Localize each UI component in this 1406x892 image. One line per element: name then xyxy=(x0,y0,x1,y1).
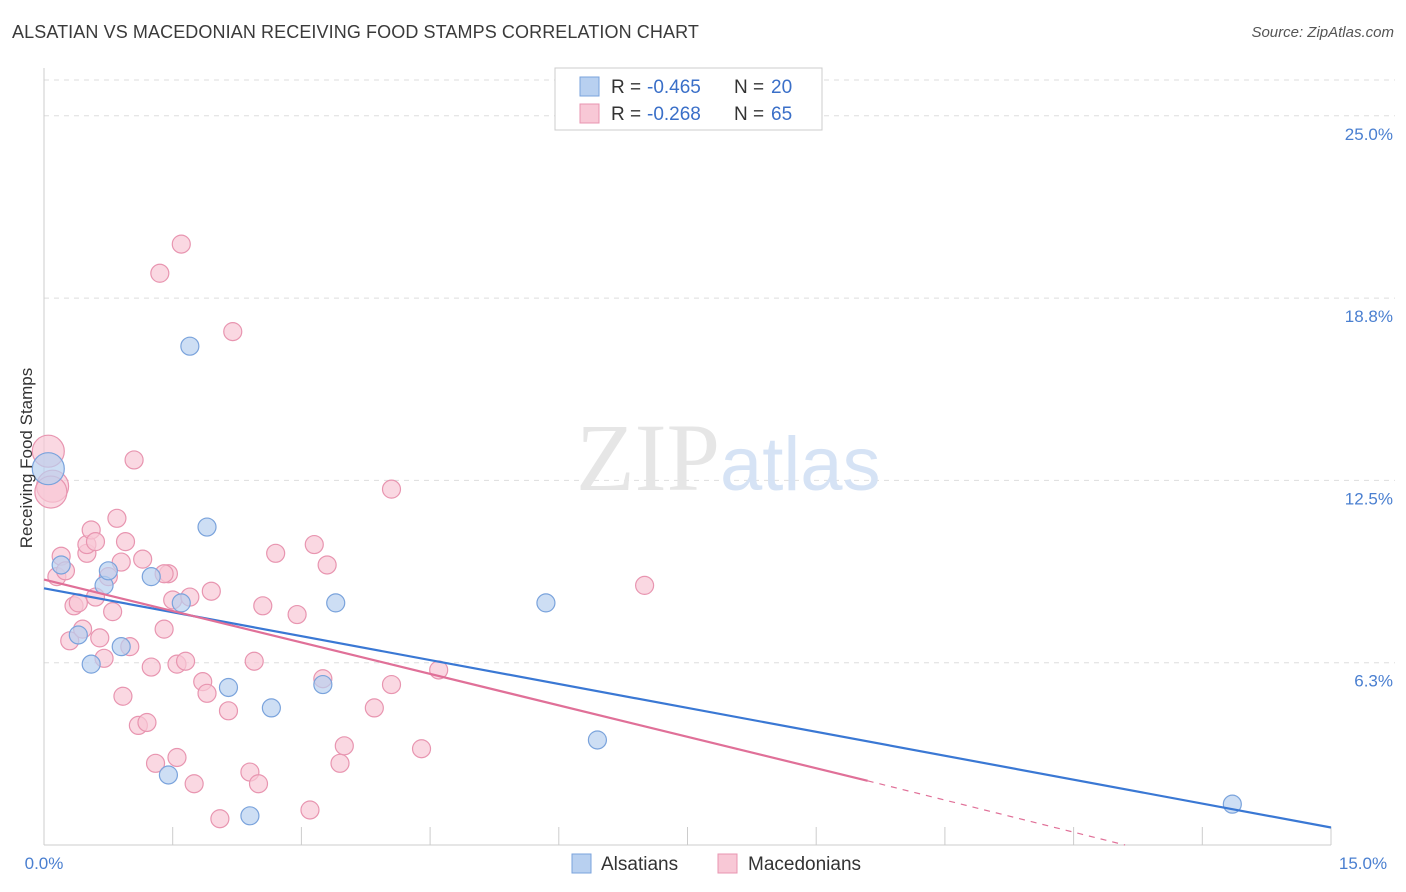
y-tick-label: 25.0% xyxy=(1345,125,1393,144)
macedonian-point xyxy=(253,596,273,616)
macedonian-point xyxy=(115,532,136,552)
macedonian-trend-extension xyxy=(867,780,1126,846)
macedonian-point xyxy=(411,739,432,759)
legend-n-label: N = xyxy=(734,104,764,125)
alsatian-point xyxy=(180,336,200,356)
alsatian-point xyxy=(31,452,65,486)
legend: R = -0.465 N = 20 R = -0.268 N = 65 xyxy=(554,67,823,131)
macedonian-point xyxy=(381,674,402,695)
macedonian-point xyxy=(248,774,269,794)
macedonian-point xyxy=(171,234,191,254)
legend-r-value: -0.268 xyxy=(647,104,701,125)
watermark-zip: ZIP xyxy=(576,404,720,511)
alsatian-point xyxy=(111,637,131,657)
alsatian-point xyxy=(197,517,217,537)
alsatian-point xyxy=(141,567,161,587)
alsatian-point xyxy=(51,555,71,575)
macedonian-point xyxy=(304,534,324,555)
legend-swatch-macedonians xyxy=(579,103,600,124)
macedonian-point xyxy=(334,736,354,756)
macedonian-point xyxy=(133,549,153,569)
tick-labels: 6.3% 12.5% 18.8% 25.0% 0.0% 15.0% xyxy=(25,125,1393,873)
macedonian-point xyxy=(90,628,110,648)
x-tick-label: 0.0% xyxy=(25,854,64,873)
macedonian-point xyxy=(381,479,402,499)
alsatian-point xyxy=(313,674,333,695)
macedonian-point xyxy=(137,712,157,733)
macedonian-point xyxy=(634,575,655,595)
macedonian-point xyxy=(218,701,239,721)
macedonian-point xyxy=(175,651,196,671)
macedonian-point xyxy=(300,800,320,820)
bottom-legend-macedonians: Macedonians xyxy=(748,854,861,875)
macedonian-point xyxy=(287,604,307,625)
alsatian-trend-line xyxy=(43,587,1332,829)
legend-r-label: R = xyxy=(611,104,641,125)
macedonian-point xyxy=(145,753,166,773)
macedonian-point xyxy=(197,683,217,703)
macedonian-point xyxy=(244,651,264,671)
macedonian-point xyxy=(184,774,204,794)
watermark-atlas: atlas xyxy=(720,422,881,507)
macedonian-point xyxy=(124,450,144,470)
alsatian-point xyxy=(81,654,101,674)
macedonian-point xyxy=(113,686,133,706)
alsatian-point xyxy=(218,677,239,698)
alsatian-point xyxy=(68,625,88,645)
y-axis-label: Receiving Food Stamps xyxy=(17,368,36,548)
bottom-legend-alsatians: Alsatians xyxy=(601,854,678,875)
macedonian-point xyxy=(150,263,170,283)
macedonian-point xyxy=(103,602,123,622)
macedonian-point xyxy=(141,657,161,677)
alsatian-point xyxy=(158,765,179,785)
alsatian-point xyxy=(171,593,191,613)
source-label: Source: ZipAtlas.com xyxy=(1251,24,1394,41)
legend-r-value: -0.465 xyxy=(647,77,701,98)
legend-n-value: 65 xyxy=(771,104,792,125)
macedonian-point xyxy=(330,753,350,773)
macedonian-point xyxy=(317,555,337,575)
bottom-legend-swatch-macedonians xyxy=(717,853,738,874)
bottom-legend-swatch-alsatians xyxy=(571,853,592,874)
alsatian-point xyxy=(98,561,118,581)
alsatian-point xyxy=(261,698,281,718)
macedonian-point xyxy=(154,619,174,639)
alsatian-point xyxy=(240,806,260,826)
legend-n-value: 20 xyxy=(771,77,792,98)
alsatian-point xyxy=(326,593,346,613)
legend-swatch-alsatians xyxy=(579,76,600,97)
scatter-points xyxy=(31,234,1242,829)
alsatian-point xyxy=(587,730,608,750)
chart-title: ALSATIAN VS MACEDONIAN RECEIVING FOOD ST… xyxy=(12,22,699,42)
bottom-legend: Alsatians Macedonians xyxy=(571,853,861,875)
trend-lines xyxy=(43,578,1332,846)
macedonian-point xyxy=(266,543,286,563)
y-tick-label: 12.5% xyxy=(1345,489,1393,508)
y-tick-label: 18.8% xyxy=(1345,307,1393,326)
macedonian-point xyxy=(85,532,106,552)
macedonian-point xyxy=(107,508,127,528)
macedonian-point xyxy=(364,698,384,718)
y-tick-label: 6.3% xyxy=(1354,672,1393,691)
macedonian-trend-line xyxy=(43,578,868,782)
macedonian-point xyxy=(167,747,187,768)
x-tick-label: 15.0% xyxy=(1339,854,1387,873)
alsatian-point xyxy=(536,593,556,613)
macedonian-point xyxy=(210,809,230,829)
macedonian-point xyxy=(201,581,221,601)
legend-n-label: N = xyxy=(734,77,764,98)
macedonian-point xyxy=(223,322,243,342)
legend-r-label: R = xyxy=(611,77,641,98)
grid-lines xyxy=(44,79,1395,664)
